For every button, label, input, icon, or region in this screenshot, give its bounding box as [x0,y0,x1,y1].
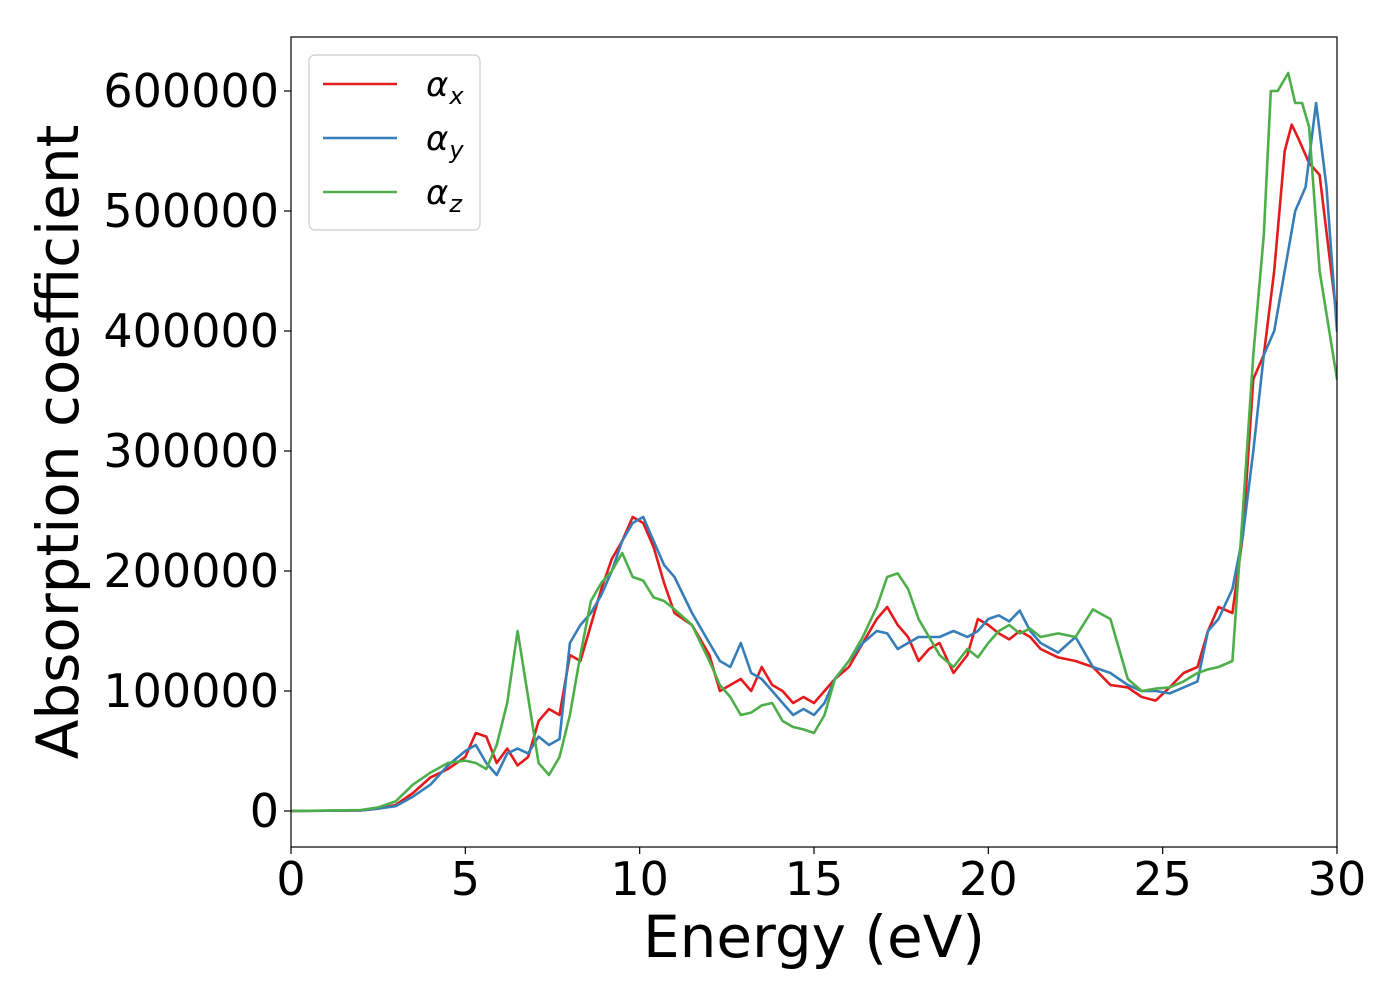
y-tick-label: 100000 [103,664,279,718]
x-axis-ticks: 0 5 10 15 20 25 30 [276,847,1366,906]
legend-box [308,54,481,231]
y-axis-title: Absorption coefficient [24,125,92,760]
y-tick-label: 200000 [103,544,279,598]
series-lines [291,71,1337,813]
x-tick-label: 10 [610,852,669,906]
x-tick-label: 0 [276,852,305,906]
x-tick-label: 25 [1133,852,1192,906]
x-tick-label: 20 [959,852,1018,906]
y-tick-label: 0 [250,784,279,838]
y-tick-label: 500000 [103,184,279,238]
x-tick-label: 30 [1308,852,1367,906]
y-tick-label: 300000 [103,424,279,478]
series-line-z [291,71,1337,813]
y-tick-label: 600000 [103,64,279,118]
y-tick-label: 400000 [103,304,279,358]
x-axis-title: Energy (eV) [643,903,985,971]
y-axis-ticks: 0 100000 200000 300000 400000 500000 600000 [103,64,291,838]
x-tick-label: 15 [785,852,844,906]
x-tick-label: 5 [451,852,480,906]
